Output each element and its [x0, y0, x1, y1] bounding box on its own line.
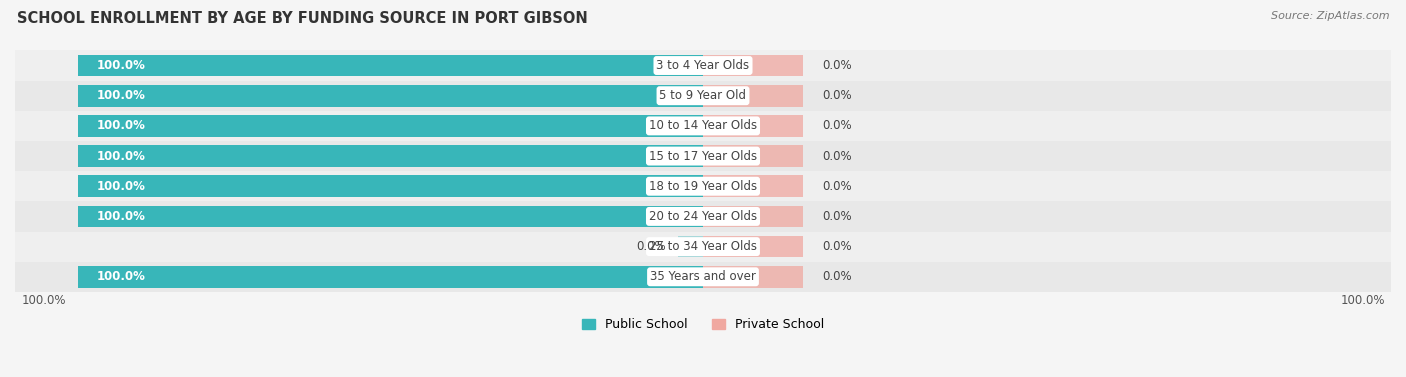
Bar	[703, 205, 803, 227]
Bar	[0, 262, 1406, 292]
Text: 0.0%: 0.0%	[823, 150, 852, 162]
Text: 25 to 34 Year Olds: 25 to 34 Year Olds	[650, 240, 756, 253]
Bar	[703, 145, 803, 167]
Text: 5 to 9 Year Old: 5 to 9 Year Old	[659, 89, 747, 102]
Bar	[0, 51, 1406, 81]
Text: 10 to 14 Year Olds: 10 to 14 Year Olds	[650, 120, 756, 132]
Bar	[703, 266, 803, 288]
Text: 100.0%: 100.0%	[96, 120, 145, 132]
Text: 0.0%: 0.0%	[823, 210, 852, 223]
Text: SCHOOL ENROLLMENT BY AGE BY FUNDING SOURCE IN PORT GIBSON: SCHOOL ENROLLMENT BY AGE BY FUNDING SOUR…	[17, 11, 588, 26]
Bar	[0, 111, 1406, 141]
Text: 15 to 17 Year Olds: 15 to 17 Year Olds	[650, 150, 756, 162]
Bar	[703, 55, 803, 77]
Bar	[77, 55, 703, 77]
Text: 20 to 24 Year Olds: 20 to 24 Year Olds	[650, 210, 756, 223]
Text: 100.0%: 100.0%	[96, 180, 145, 193]
Bar	[0, 141, 1406, 171]
Bar	[0, 231, 1406, 262]
Bar	[77, 205, 703, 227]
Text: 0.0%: 0.0%	[823, 270, 852, 283]
Legend: Public School, Private School: Public School, Private School	[582, 318, 824, 331]
Bar	[77, 145, 703, 167]
Text: 100.0%: 100.0%	[96, 270, 145, 283]
Text: 0.0%: 0.0%	[636, 240, 665, 253]
Bar	[0, 81, 1406, 111]
Bar	[0, 201, 1406, 231]
Text: 0.0%: 0.0%	[823, 59, 852, 72]
Text: 3 to 4 Year Olds: 3 to 4 Year Olds	[657, 59, 749, 72]
Bar	[703, 115, 803, 137]
Bar	[678, 236, 703, 257]
Text: 0.0%: 0.0%	[823, 89, 852, 102]
Text: 100.0%: 100.0%	[96, 59, 145, 72]
Text: 100.0%: 100.0%	[1340, 294, 1385, 307]
Text: Source: ZipAtlas.com: Source: ZipAtlas.com	[1271, 11, 1389, 21]
Text: 18 to 19 Year Olds: 18 to 19 Year Olds	[650, 180, 756, 193]
Bar	[77, 266, 703, 288]
Text: 0.0%: 0.0%	[823, 120, 852, 132]
Bar	[703, 236, 803, 257]
Text: 100.0%: 100.0%	[21, 294, 66, 307]
Bar	[77, 115, 703, 137]
Bar	[703, 85, 803, 107]
Text: 100.0%: 100.0%	[96, 89, 145, 102]
Bar	[0, 171, 1406, 201]
Text: 0.0%: 0.0%	[823, 240, 852, 253]
Bar	[77, 85, 703, 107]
Text: 0.0%: 0.0%	[823, 180, 852, 193]
Bar	[77, 175, 703, 197]
Text: 100.0%: 100.0%	[96, 150, 145, 162]
Bar	[703, 175, 803, 197]
Text: 35 Years and over: 35 Years and over	[650, 270, 756, 283]
Text: 100.0%: 100.0%	[96, 210, 145, 223]
